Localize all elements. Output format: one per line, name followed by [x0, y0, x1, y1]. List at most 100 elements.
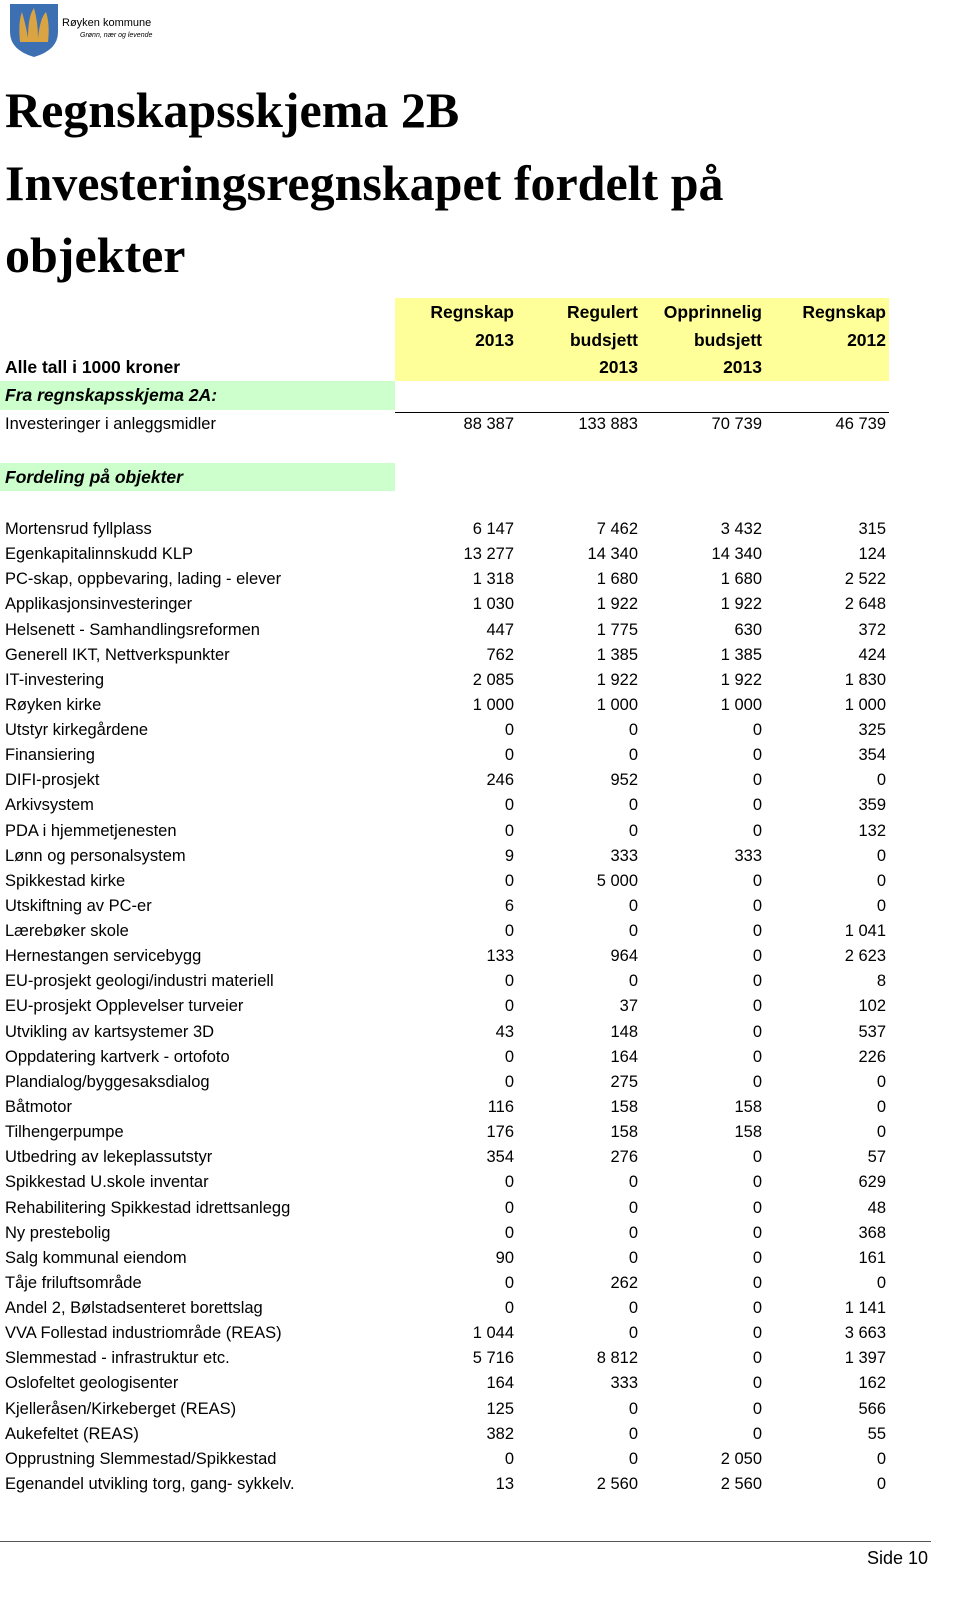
cell: 133 883 [578, 415, 638, 433]
row-label: Ny prestebolig [5, 1223, 111, 1242]
cell: 1 680 [596, 570, 638, 589]
cell: 0 [628, 821, 638, 840]
cell: 1 044 [472, 1324, 514, 1343]
cell: 148 [610, 1022, 638, 1041]
cell: 43 [495, 1022, 514, 1041]
cell: 88 387 [463, 415, 514, 433]
cell: 1 397 [844, 1349, 886, 1368]
cell: 102 [858, 997, 886, 1016]
cell: 333 [610, 1374, 638, 1393]
cell: 0 [628, 721, 638, 740]
cell: 13 277 [463, 545, 514, 564]
cell: 0 [504, 1299, 514, 1318]
logo-name: Røyken kommune [62, 17, 152, 29]
row-label: Aukefeltet (REAS) [5, 1424, 139, 1443]
cell: 124 [858, 545, 886, 564]
cell: 57 [867, 1148, 886, 1167]
cell: 0 [628, 796, 638, 815]
row-label: Slemmestad - infrastruktur etc. [5, 1349, 230, 1368]
cell: 55 [867, 1424, 886, 1443]
column-header: Regnskap [430, 302, 514, 322]
cell: 0 [504, 922, 514, 941]
cell: 2 085 [472, 670, 514, 689]
row-label: Oslofeltet geologisenter [5, 1374, 179, 1393]
cell: 1 922 [720, 670, 762, 689]
cell: 2 560 [596, 1474, 638, 1493]
cell: 1 680 [720, 570, 762, 589]
cell: 0 [752, 1424, 762, 1443]
cell: 162 [858, 1374, 886, 1393]
section-band [0, 381, 395, 410]
column-header: 2013 [723, 357, 762, 377]
cell: 372 [858, 620, 886, 639]
cell: 3 663 [844, 1324, 886, 1343]
cell: 2 560 [720, 1474, 762, 1493]
cell: 132 [858, 821, 886, 840]
cell: 3 432 [720, 520, 762, 538]
cell: 0 [752, 721, 762, 740]
cell: 0 [628, 1248, 638, 1267]
row-label: Røyken kirke [5, 695, 102, 714]
cell: 1 922 [596, 670, 638, 689]
cell: 0 [752, 1047, 762, 1066]
cell: 0 [752, 922, 762, 941]
cell: 158 [610, 1097, 638, 1116]
row-label: EU-prosjekt Opplevelser turveier [5, 997, 244, 1016]
cell: 275 [610, 1072, 638, 1091]
row-label: Egenandel utvikling torg, gang- sykkelv. [5, 1474, 295, 1493]
cell: 1 141 [844, 1299, 886, 1318]
logo-tagline: Grønn, nær og levende [80, 32, 153, 39]
cell: 125 [486, 1399, 514, 1418]
row-label: Utvikling av kartsystemer 3D [5, 1022, 215, 1041]
cell: 1 000 [596, 695, 638, 714]
cell: 0 [628, 1299, 638, 1318]
cell: 90 [495, 1248, 514, 1267]
row-label: Mortensrud fyllplass [5, 520, 152, 538]
cell: 537 [858, 1022, 886, 1041]
cell: 2 522 [844, 570, 886, 589]
cell: 629 [858, 1173, 886, 1192]
row-label: Finansiering [5, 746, 95, 765]
cell: 1 000 [844, 695, 886, 714]
row-label: Rehabilitering Spikkestad idrettsanlegg [5, 1198, 291, 1217]
cell: 1 385 [720, 645, 762, 664]
cell: 566 [858, 1399, 886, 1418]
row-label: Spikkestad kirke [5, 871, 126, 890]
cell: 226 [858, 1047, 886, 1066]
total-rule [395, 412, 889, 413]
cell: 0 [504, 721, 514, 740]
cell: 164 [486, 1374, 514, 1393]
cell: 7 462 [596, 520, 638, 538]
cell: 0 [628, 922, 638, 941]
cell: 354 [486, 1148, 514, 1167]
cell: 0 [628, 972, 638, 991]
cell: 6 147 [472, 520, 514, 538]
cell: 0 [504, 997, 514, 1016]
cell: 2 623 [844, 947, 886, 966]
cell: 0 [628, 896, 638, 915]
cell: 0 [752, 1273, 762, 1292]
cell: 48 [867, 1198, 886, 1217]
row-label: Utstyr kirkegårdene [5, 721, 149, 740]
cell: 333 [734, 846, 762, 865]
footer-rule [0, 1541, 931, 1542]
row-label: Oppdatering kartverk - ortofoto [5, 1047, 230, 1066]
row-label: Plandialog/byggesaksdialog [5, 1072, 210, 1091]
cell: 0 [504, 1047, 514, 1066]
cell: 762 [486, 645, 514, 664]
page-title: Regnskapsskjema 2B [5, 82, 460, 138]
cell: 0 [752, 1349, 762, 1368]
cell: 0 [752, 1072, 762, 1091]
row-label: Salg kommunal eiendom [5, 1248, 187, 1267]
cell: 354 [858, 746, 886, 765]
cell: 964 [610, 947, 638, 966]
cell: 0 [876, 1449, 886, 1468]
row-label: Opprustning Slemmestad/Spikkestad [5, 1449, 277, 1468]
row-label: Hernestangen servicebygg [5, 947, 202, 966]
cell: 13 [495, 1474, 514, 1493]
row-label: Spikkestad U.skole inventar [5, 1173, 209, 1192]
header-band [395, 298, 889, 381]
column-header: budsjett [693, 329, 762, 350]
cell: 0 [876, 1123, 886, 1142]
cell: 1 385 [596, 645, 638, 664]
